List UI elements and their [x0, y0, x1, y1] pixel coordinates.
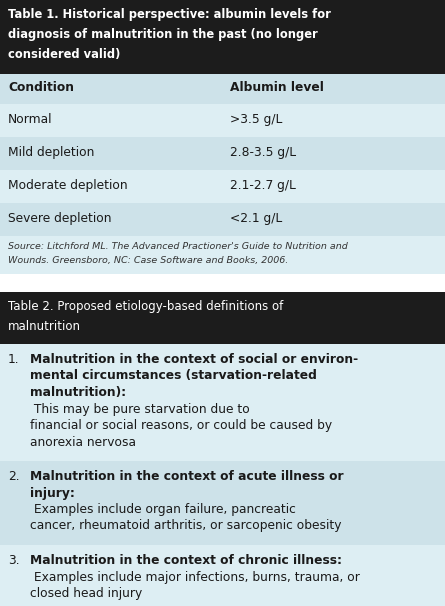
Text: Examples include major infections, burns, trauma, or: Examples include major infections, burns…: [30, 570, 360, 584]
Bar: [0, 461, 445, 545]
Bar: [0, 74, 445, 104]
Text: mental circumstances (starvation-related: mental circumstances (starvation-related: [30, 370, 317, 382]
Text: diagnosis of malnutrition in the past (no longer: diagnosis of malnutrition in the past (n…: [8, 28, 318, 41]
Text: Table 1. Historical perspective: albumin levels for: Table 1. Historical perspective: albumin…: [8, 8, 331, 21]
Text: >3.5 g/L: >3.5 g/L: [230, 113, 283, 126]
Text: Table 2. Proposed etiology-based definitions of: Table 2. Proposed etiology-based definit…: [8, 300, 283, 313]
Text: <2.1 g/L: <2.1 g/L: [230, 212, 282, 225]
Bar: [0, 170, 445, 203]
Text: Mild depletion: Mild depletion: [8, 146, 94, 159]
Text: injury:: injury:: [30, 487, 75, 499]
Bar: [0, 104, 445, 137]
Text: 2.8-3.5 g/L: 2.8-3.5 g/L: [230, 146, 296, 159]
Text: financial or social reasons, or could be caused by: financial or social reasons, or could be…: [30, 419, 332, 432]
Text: considered valid): considered valid): [8, 48, 121, 61]
Bar: [0, 545, 445, 606]
Text: malnutrition: malnutrition: [8, 320, 81, 333]
Text: Malnutrition in the context of chronic illness:: Malnutrition in the context of chronic i…: [30, 554, 342, 567]
Text: Moderate depletion: Moderate depletion: [8, 179, 128, 192]
Text: malnutrition):: malnutrition):: [30, 386, 126, 399]
Text: Examples include organ failure, pancreatic: Examples include organ failure, pancreat…: [30, 503, 296, 516]
Bar: [0, 274, 445, 292]
Bar: [0, 203, 445, 236]
Text: Source: Litchford ML. The Advanced Practioner's Guide to Nutrition and: Source: Litchford ML. The Advanced Pract…: [8, 242, 348, 251]
Text: cancer, rheumatoid arthritis, or sarcopenic obesity: cancer, rheumatoid arthritis, or sarcope…: [30, 519, 341, 533]
Text: 2.: 2.: [8, 470, 20, 483]
Bar: [0, 137, 445, 170]
Text: This may be pure starvation due to: This may be pure starvation due to: [30, 402, 250, 416]
Bar: [0, 344, 445, 461]
Text: Wounds. Greensboro, NC: Case Software and Books, 2006.: Wounds. Greensboro, NC: Case Software an…: [8, 256, 288, 265]
Text: Normal: Normal: [8, 113, 53, 126]
Text: 2.1-2.7 g/L: 2.1-2.7 g/L: [230, 179, 296, 192]
Text: anorexia nervosa: anorexia nervosa: [30, 436, 136, 448]
Text: closed head injury: closed head injury: [30, 587, 142, 600]
Text: 1.: 1.: [8, 353, 20, 366]
Bar: [0, 292, 445, 344]
Text: 3.: 3.: [8, 554, 20, 567]
Bar: [0, 0, 445, 74]
Bar: [0, 236, 445, 274]
Text: Severe depletion: Severe depletion: [8, 212, 112, 225]
Text: Condition: Condition: [8, 81, 74, 94]
Text: Albumin level: Albumin level: [230, 81, 324, 94]
Text: Malnutrition in the context of social or environ-: Malnutrition in the context of social or…: [30, 353, 358, 366]
Text: Malnutrition in the context of acute illness or: Malnutrition in the context of acute ill…: [30, 470, 344, 483]
